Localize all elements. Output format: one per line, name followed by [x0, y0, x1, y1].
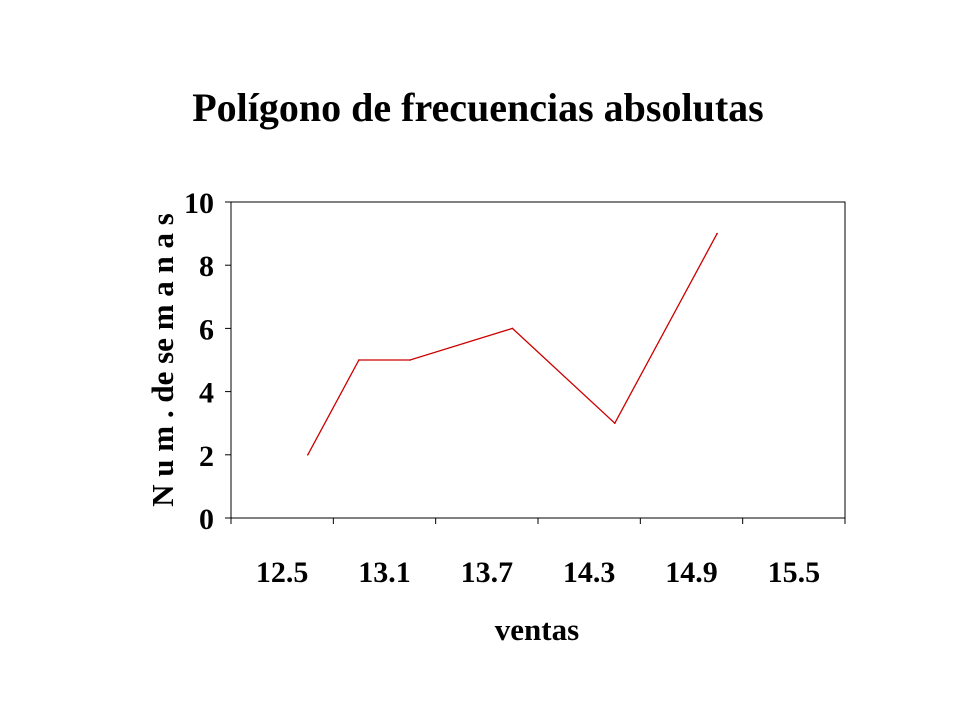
- x-tick-label: 14.3: [563, 556, 616, 589]
- y-tick-label: 8: [199, 250, 214, 283]
- plot-frame: [230, 201, 846, 519]
- chart-title: Polígono de frecuencias absolutas: [192, 85, 764, 130]
- x-tick-label: 12.5: [256, 556, 309, 589]
- x-tick-label: 13.1: [358, 556, 411, 589]
- x-tick-label: 13.7: [461, 556, 514, 589]
- data-point: [511, 327, 514, 330]
- y-tick-label: 4: [199, 377, 214, 410]
- y-tick-label: 10: [184, 187, 214, 220]
- x-axis-label: ventas: [495, 612, 579, 647]
- x-tick-label: 15.5: [768, 556, 821, 589]
- x-axis-ticks: 12.5 13.1 13.7 14.3 14.9 15.5: [230, 518, 846, 589]
- y-axis-label: N u m . de se m a n a s: [145, 213, 180, 507]
- data-point: [716, 232, 718, 235]
- y-tick-label: 6: [199, 313, 214, 346]
- data-point: [613, 422, 616, 425]
- series-line: [307, 233, 718, 456]
- series-group: [306, 232, 718, 456]
- y-axis-ticks: 0 2 4 6 8 10: [184, 187, 231, 536]
- x-tick-label: 14.9: [665, 556, 718, 589]
- data-point: [409, 359, 411, 361]
- y-tick-label: 2: [199, 440, 214, 473]
- data-point: [358, 359, 360, 361]
- data-point: [306, 454, 309, 456]
- y-tick-label: 0: [199, 503, 214, 536]
